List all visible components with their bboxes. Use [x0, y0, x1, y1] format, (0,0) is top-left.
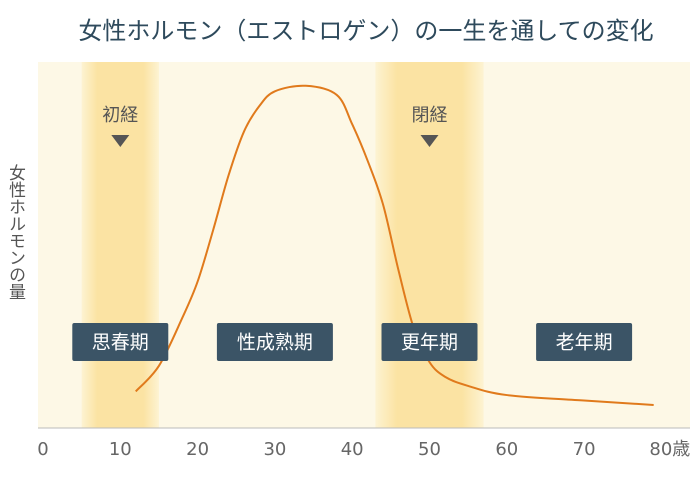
line-series	[135, 84, 654, 406]
y-axis-label: 女性ホルモンの量	[5, 164, 26, 300]
x-tick-label: 10	[109, 439, 132, 460]
x-tick-label: 60	[495, 439, 518, 460]
annotation: 初経	[102, 105, 138, 126]
x-tick-label: 20	[186, 439, 209, 460]
annotation: 閉経	[412, 105, 448, 126]
phase-box	[72, 323, 169, 361]
phase-label: 老年期	[556, 332, 613, 354]
band	[81, 62, 159, 428]
x-tick-label: 70	[573, 439, 596, 460]
chart-title: 女性ホルモン（エストロゲン）の一生を通しての変化	[78, 17, 653, 45]
phase-label: 思春期	[92, 332, 149, 354]
x-tick-label: 0	[37, 439, 48, 460]
x-tick-label: 40	[341, 439, 364, 460]
x-tick-label: 80歳	[649, 439, 690, 460]
x-tick-label: 30	[263, 439, 286, 460]
phase-box	[536, 323, 633, 361]
phase-box	[216, 323, 333, 361]
annotation-marker	[420, 135, 439, 147]
x-tick-label: 50	[418, 439, 441, 460]
phase-label: 更年期	[401, 332, 458, 354]
phase-box	[381, 323, 478, 361]
annotation-marker	[111, 135, 130, 147]
phase-label: 性成熟期	[237, 332, 313, 354]
